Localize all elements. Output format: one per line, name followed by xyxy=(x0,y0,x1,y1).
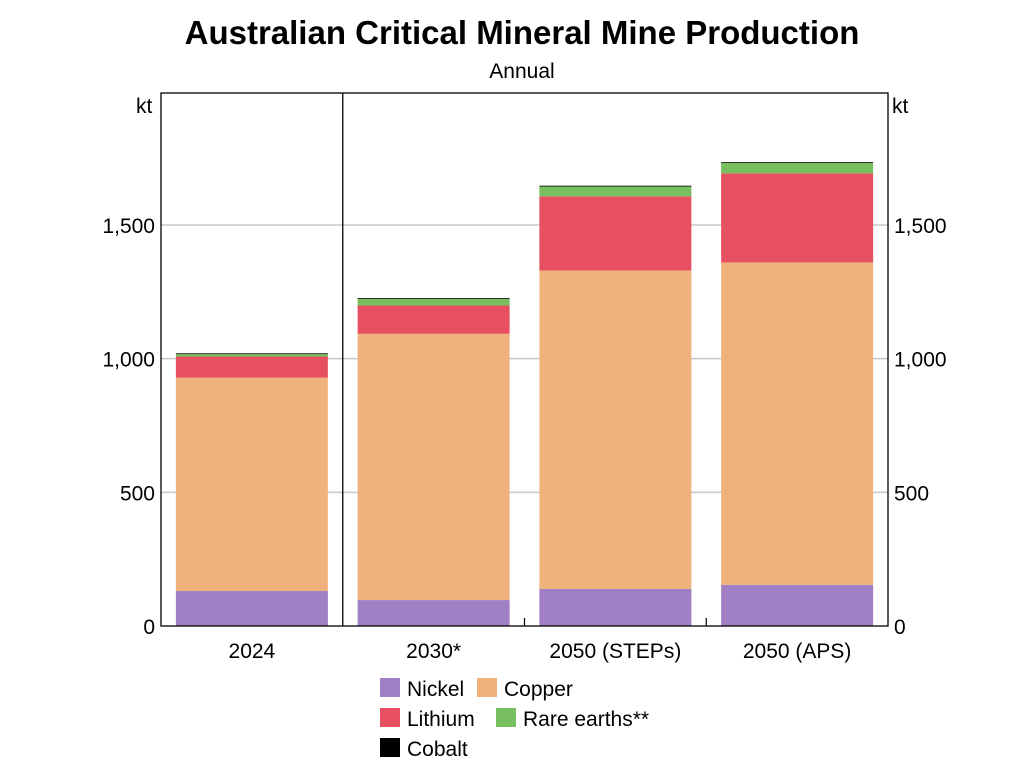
y-tick-label-left: 1,500 xyxy=(102,215,155,238)
y-tick-label-right: 500 xyxy=(894,482,929,505)
bar-segment-rare-earths xyxy=(357,298,510,306)
legend-swatch xyxy=(496,708,516,727)
legend-item: Nickel xyxy=(380,678,464,701)
legend-label: Copper xyxy=(504,678,573,701)
bar-segment-nickel xyxy=(539,588,692,626)
y-tick-label-left: 500 xyxy=(120,482,155,505)
legend-label: Nickel xyxy=(407,678,464,701)
legend-swatch xyxy=(380,708,400,727)
y-tick-label-left: 0 xyxy=(143,616,155,639)
bar-segment-copper xyxy=(721,262,874,585)
chart-title: Australian Critical Mineral Mine Product… xyxy=(185,14,860,51)
bar-segment-lithium xyxy=(721,173,874,263)
bar-segment-lithium xyxy=(539,196,692,271)
bar-segment-nickel xyxy=(357,600,510,626)
bar-segment-nickel xyxy=(175,590,328,626)
bar-segment-lithium xyxy=(357,305,510,334)
bar-segment-rare-earths xyxy=(175,354,328,357)
bar-segment-copper xyxy=(539,270,692,589)
bar-segment-cobalt xyxy=(175,353,328,355)
y-axis-unit-right: kt xyxy=(892,95,909,118)
bar-segment-lithium xyxy=(175,356,328,378)
legend-label: Cobalt xyxy=(407,738,468,761)
legend-label: Lithium xyxy=(407,708,475,731)
bar-segment-cobalt xyxy=(539,185,692,187)
legend-swatch xyxy=(380,678,400,697)
legend-item: Cobalt xyxy=(380,738,468,761)
legend-item: Copper xyxy=(477,678,573,701)
y-tick-label-left: 1,000 xyxy=(102,349,155,372)
x-tick-label: 2030* xyxy=(406,640,461,663)
x-tick-label: 2050 (STEPs) xyxy=(549,640,681,663)
bar-segment-copper xyxy=(175,377,328,591)
y-tick-label-right: 0 xyxy=(894,616,906,639)
legend-swatch xyxy=(477,678,497,697)
chart-subtitle: Annual xyxy=(489,60,554,83)
y-tick-label-right: 1,500 xyxy=(894,215,947,238)
legend-swatch xyxy=(380,738,400,757)
legend-item: Lithium xyxy=(380,708,475,731)
bar-segment-cobalt xyxy=(357,297,510,299)
bar-segment-cobalt xyxy=(721,162,874,163)
x-tick-label: 2024 xyxy=(229,640,276,663)
y-axis-unit-left: kt xyxy=(136,95,153,118)
bar-segment-copper xyxy=(357,333,510,601)
y-tick-label-right: 1,000 xyxy=(894,349,947,372)
x-tick-label: 2050 (APS) xyxy=(743,640,852,663)
bar-segment-rare-earths xyxy=(539,186,692,197)
bar-segment-rare-earths xyxy=(721,162,874,174)
legend-label: Rare earths** xyxy=(523,708,649,731)
bar-segment-nickel xyxy=(721,584,874,626)
legend-item: Rare earths** xyxy=(496,708,649,731)
